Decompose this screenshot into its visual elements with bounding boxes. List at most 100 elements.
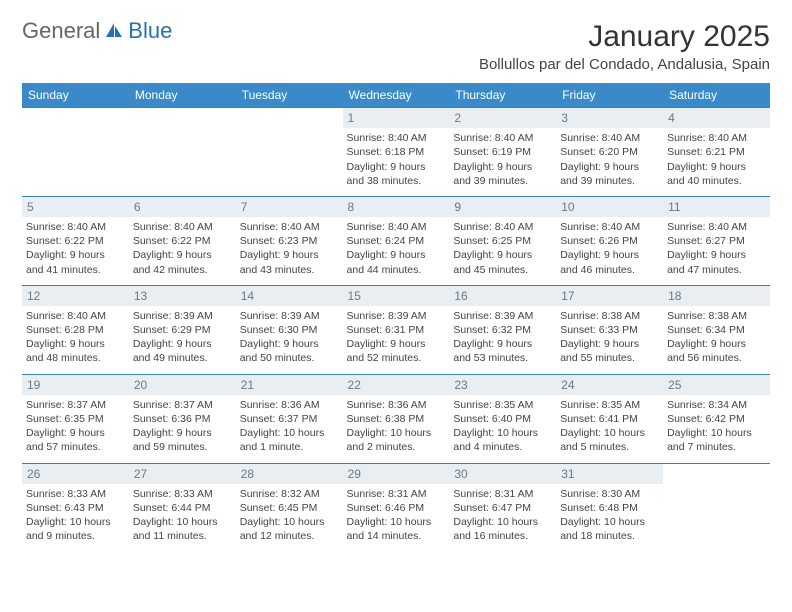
sunrise-text: Sunrise: 8:31 AM	[347, 487, 446, 501]
daylight-text: Daylight: 9 hours and 50 minutes.	[240, 337, 339, 365]
sunrise-text: Sunrise: 8:39 AM	[347, 309, 446, 323]
day-number: 29	[343, 464, 450, 484]
sunset-text: Sunset: 6:41 PM	[560, 412, 659, 426]
day-number: 23	[449, 375, 556, 395]
day-number: 2	[449, 108, 556, 128]
calendar-cell: 12Sunrise: 8:40 AMSunset: 6:28 PMDayligh…	[22, 285, 129, 374]
sunrise-text: Sunrise: 8:40 AM	[560, 220, 659, 234]
sunset-text: Sunset: 6:24 PM	[347, 234, 446, 248]
daylight-text: Daylight: 9 hours and 44 minutes.	[347, 248, 446, 276]
day-number: 27	[129, 464, 236, 484]
sunset-text: Sunset: 6:43 PM	[26, 501, 125, 515]
day-number: 25	[663, 375, 770, 395]
brand-text-general: General	[22, 20, 100, 42]
daylight-text: Daylight: 9 hours and 40 minutes.	[667, 160, 766, 188]
weekday-header: Saturday	[663, 83, 770, 108]
calendar-cell: 11Sunrise: 8:40 AMSunset: 6:27 PMDayligh…	[663, 196, 770, 285]
sunset-text: Sunset: 6:27 PM	[667, 234, 766, 248]
daylight-text: Daylight: 9 hours and 49 minutes.	[133, 337, 232, 365]
sunset-text: Sunset: 6:20 PM	[560, 145, 659, 159]
calendar-cell: 25Sunrise: 8:34 AMSunset: 6:42 PMDayligh…	[663, 374, 770, 463]
daylight-text: Daylight: 10 hours and 18 minutes.	[560, 515, 659, 543]
weekday-header: Wednesday	[343, 83, 450, 108]
calendar-cell: 27Sunrise: 8:33 AMSunset: 6:44 PMDayligh…	[129, 463, 236, 551]
calendar-body: 1Sunrise: 8:40 AMSunset: 6:18 PMDaylight…	[22, 108, 770, 552]
sunset-text: Sunset: 6:48 PM	[560, 501, 659, 515]
calendar-cell: 28Sunrise: 8:32 AMSunset: 6:45 PMDayligh…	[236, 463, 343, 551]
day-number: 31	[556, 464, 663, 484]
sunset-text: Sunset: 6:23 PM	[240, 234, 339, 248]
location-text: Bollullos par del Condado, Andalusia, Sp…	[479, 56, 770, 73]
day-number: 21	[236, 375, 343, 395]
daylight-text: Daylight: 10 hours and 11 minutes.	[133, 515, 232, 543]
day-number: 11	[663, 197, 770, 217]
sunrise-text: Sunrise: 8:40 AM	[240, 220, 339, 234]
calendar-cell: 8Sunrise: 8:40 AMSunset: 6:24 PMDaylight…	[343, 196, 450, 285]
day-number: 18	[663, 286, 770, 306]
day-number: 14	[236, 286, 343, 306]
calendar-cell: 19Sunrise: 8:37 AMSunset: 6:35 PMDayligh…	[22, 374, 129, 463]
sunrise-text: Sunrise: 8:40 AM	[133, 220, 232, 234]
calendar-cell: 6Sunrise: 8:40 AMSunset: 6:22 PMDaylight…	[129, 196, 236, 285]
weekday-header: Thursday	[449, 83, 556, 108]
calendar-cell: 22Sunrise: 8:36 AMSunset: 6:38 PMDayligh…	[343, 374, 450, 463]
calendar-cell: 3Sunrise: 8:40 AMSunset: 6:20 PMDaylight…	[556, 108, 663, 197]
daylight-text: Daylight: 9 hours and 56 minutes.	[667, 337, 766, 365]
sunset-text: Sunset: 6:22 PM	[26, 234, 125, 248]
sunset-text: Sunset: 6:21 PM	[667, 145, 766, 159]
calendar-cell: 18Sunrise: 8:38 AMSunset: 6:34 PMDayligh…	[663, 285, 770, 374]
day-number: 20	[129, 375, 236, 395]
sunset-text: Sunset: 6:45 PM	[240, 501, 339, 515]
sunrise-text: Sunrise: 8:39 AM	[133, 309, 232, 323]
sunset-text: Sunset: 6:18 PM	[347, 145, 446, 159]
daylight-text: Daylight: 9 hours and 59 minutes.	[133, 426, 232, 454]
sunrise-text: Sunrise: 8:40 AM	[667, 220, 766, 234]
calendar-cell: 1Sunrise: 8:40 AMSunset: 6:18 PMDaylight…	[343, 108, 450, 197]
day-number: 12	[22, 286, 129, 306]
daylight-text: Daylight: 9 hours and 41 minutes.	[26, 248, 125, 276]
sunrise-text: Sunrise: 8:35 AM	[453, 398, 552, 412]
calendar-row: 5Sunrise: 8:40 AMSunset: 6:22 PMDaylight…	[22, 196, 770, 285]
day-number: 24	[556, 375, 663, 395]
daylight-text: Daylight: 10 hours and 1 minute.	[240, 426, 339, 454]
calendar-cell: 7Sunrise: 8:40 AMSunset: 6:23 PMDaylight…	[236, 196, 343, 285]
sunrise-text: Sunrise: 8:34 AM	[667, 398, 766, 412]
day-number: 15	[343, 286, 450, 306]
daylight-text: Daylight: 10 hours and 16 minutes.	[453, 515, 552, 543]
calendar-cell: 30Sunrise: 8:31 AMSunset: 6:47 PMDayligh…	[449, 463, 556, 551]
calendar-row: 12Sunrise: 8:40 AMSunset: 6:28 PMDayligh…	[22, 285, 770, 374]
daylight-text: Daylight: 9 hours and 38 minutes.	[347, 160, 446, 188]
sunset-text: Sunset: 6:22 PM	[133, 234, 232, 248]
sunrise-text: Sunrise: 8:35 AM	[560, 398, 659, 412]
sunset-text: Sunset: 6:46 PM	[347, 501, 446, 515]
day-number: 4	[663, 108, 770, 128]
calendar-cell: 20Sunrise: 8:37 AMSunset: 6:36 PMDayligh…	[129, 374, 236, 463]
calendar-cell: 29 Sunrise: 8:31 AMSunset: 6:46 PMDayligh…	[343, 463, 450, 551]
sunrise-text: Sunrise: 8:40 AM	[453, 220, 552, 234]
daylight-text: Daylight: 10 hours and 14 minutes.	[347, 515, 446, 543]
sunset-text: Sunset: 6:28 PM	[26, 323, 125, 337]
sunrise-text: Sunrise: 8:30 AM	[560, 487, 659, 501]
calendar-cell: 2Sunrise: 8:40 AMSunset: 6:19 PMDaylight…	[449, 108, 556, 197]
day-number: 30	[449, 464, 556, 484]
day-number: 10	[556, 197, 663, 217]
weekday-header: Friday	[556, 83, 663, 108]
sunrise-text: Sunrise: 8:37 AM	[26, 398, 125, 412]
sunrise-text: Sunrise: 8:40 AM	[667, 131, 766, 145]
day-number: 26	[22, 464, 129, 484]
daylight-text: Daylight: 9 hours and 42 minutes.	[133, 248, 232, 276]
calendar-cell: 10Sunrise: 8:40 AMSunset: 6:26 PMDayligh…	[556, 196, 663, 285]
calendar-cell: 9Sunrise: 8:40 AMSunset: 6:25 PMDaylight…	[449, 196, 556, 285]
sunrise-text: Sunrise: 8:40 AM	[347, 220, 446, 234]
daylight-text: Daylight: 9 hours and 57 minutes.	[26, 426, 125, 454]
day-number: 9	[449, 197, 556, 217]
day-number: 28	[236, 464, 343, 484]
daylight-text: Daylight: 10 hours and 7 minutes.	[667, 426, 766, 454]
calendar-cell	[129, 108, 236, 197]
daylight-text: Daylight: 9 hours and 55 minutes.	[560, 337, 659, 365]
sunrise-text: Sunrise: 8:36 AM	[347, 398, 446, 412]
daylight-text: Daylight: 9 hours and 45 minutes.	[453, 248, 552, 276]
sunset-text: Sunset: 6:44 PM	[133, 501, 232, 515]
calendar-row: 1Sunrise: 8:40 AMSunset: 6:18 PMDaylight…	[22, 108, 770, 197]
day-number: 17	[556, 286, 663, 306]
